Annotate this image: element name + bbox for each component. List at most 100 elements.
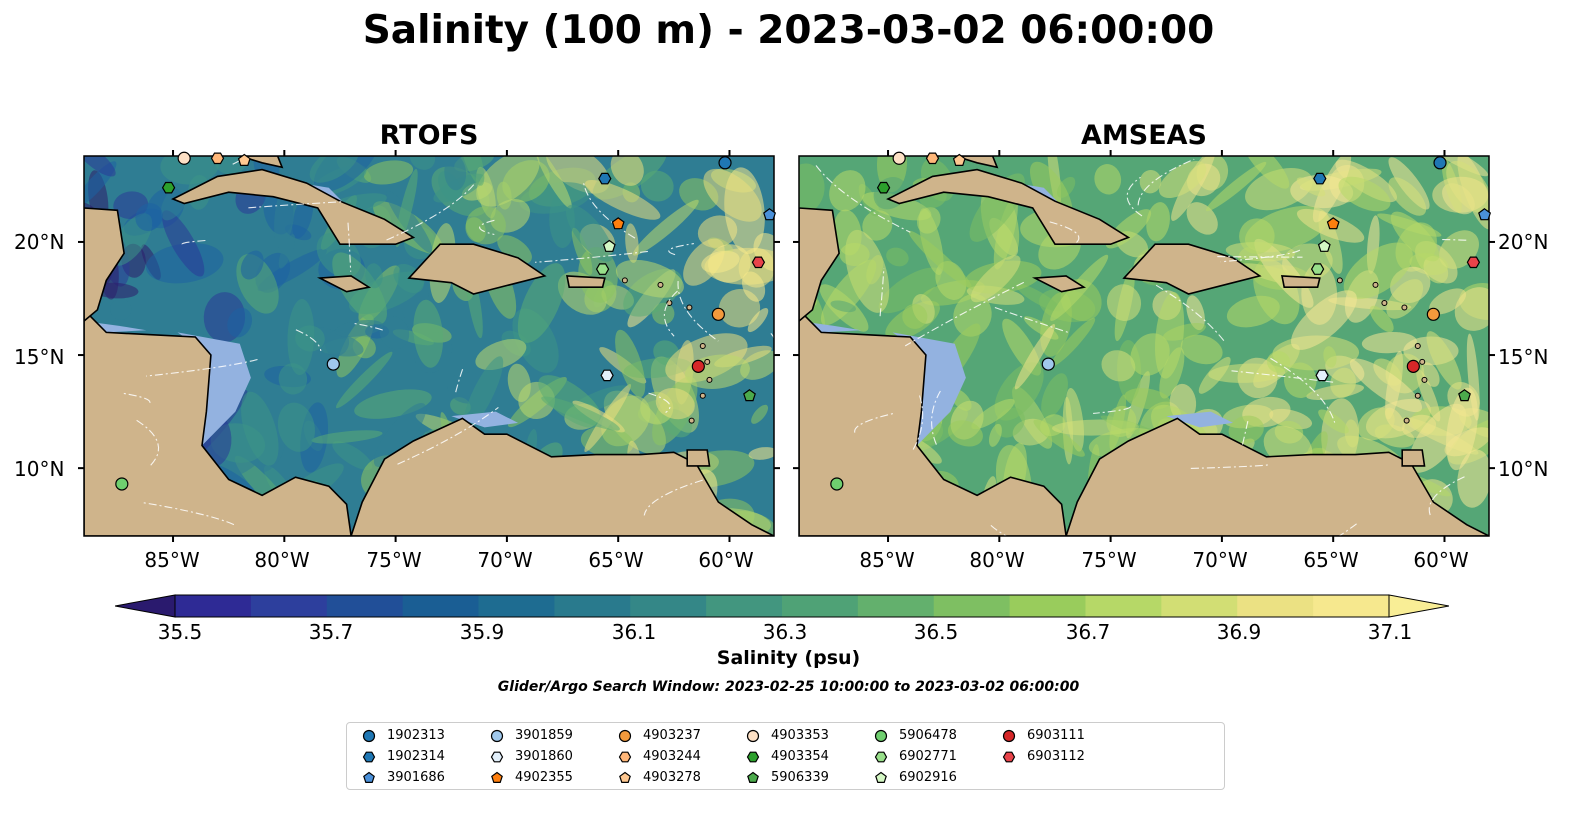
colorbar-segment [857,595,935,617]
colorbar-segment [250,595,328,617]
eez-boundary [295,329,322,352]
eez-boundary [648,392,671,413]
colorbar-segment [402,595,479,617]
eez-boundary [1126,176,1143,217]
salinity-colorbar [114,592,1450,630]
colorbar-tick-label: 35.5 [157,620,203,644]
lon-tick-label-rtofs-65w: 65°W [588,548,644,572]
island [686,304,693,311]
land-mass [1065,417,1489,536]
colorbar-segment [782,595,859,617]
eez-boundary [347,222,352,272]
legend-label: 4903354 [771,749,829,764]
land-mass [1401,449,1426,467]
island [1419,358,1426,365]
float-marker-4902355 [1326,217,1340,230]
eez-boundary [643,479,703,516]
float-marker-1902313 [718,156,732,170]
eez-boundary [1137,158,1195,206]
island [657,281,664,288]
float-marker-4903354 [876,181,891,194]
eez-boundary [146,358,258,377]
float-marker-3901859 [326,357,340,371]
float-marker-6903112 [1466,256,1481,269]
float-marker-6902771 [595,263,610,275]
eez-boundary [770,333,774,352]
map-frame [83,155,775,537]
float-marker-1902314 [1313,172,1327,185]
legend-marker-hexagon [874,751,888,763]
eez-boundary [1046,220,1080,243]
eez-boundary [1220,249,1301,263]
float-marker-4903237 [1426,307,1440,321]
float-marker-3901686 [1478,208,1492,221]
colorbar-frame [174,594,1390,618]
island [1414,343,1421,349]
shallow-shelf-region [799,321,862,333]
float-marker-6903111 [1406,359,1420,373]
float-marker-4903244 [210,152,225,165]
lat-tick-label-left-15n: 15°N [14,345,65,369]
lon-tick-label-amseas-60w: 60°W [1413,548,1469,572]
float-marker-4903244 [925,152,940,165]
eez-boundary [142,501,235,526]
eez-boundary [122,392,151,404]
float-marker-4903237 [711,307,725,321]
eez-boundary [1428,476,1465,519]
island [688,417,695,424]
land-mass [1122,243,1262,295]
eez-boundary [663,290,678,337]
colorbar-label: Salinity (psu) [716,647,861,669]
lon-tick-label-rtofs-85w: 85°W [144,548,200,572]
legend-label: 4903244 [643,749,701,764]
legend-label: 6902771 [899,749,957,764]
eez-boundary [854,412,896,433]
eez-boundary [479,219,495,236]
legend-marker-pentagon [619,771,631,783]
float-marker-4903353 [892,151,906,165]
legend-marker-circle [746,729,760,743]
eez-boundary [385,184,475,242]
eez-boundary [1217,256,1303,258]
lon-tick-label-rtofs-80w: 80°W [254,548,310,572]
legend-marker-pentagon [747,771,759,783]
colorbar-tick-label: 36.5 [913,620,959,644]
eez-boundary [668,243,694,256]
amseas-salinity-map[interactable] [793,150,1495,542]
colorbar-segment [933,595,1011,617]
colorbar-tick-label: 36.7 [1065,620,1111,644]
legend-marker-pentagon [491,771,503,783]
float-marker-5906478 [830,477,844,491]
land-mass [886,168,1131,245]
eez-boundary [879,268,885,317]
legend-label: 4903353 [771,728,829,743]
legend-label: 4903278 [643,770,701,785]
eez-boundary [931,390,941,445]
eez-boundary [1190,464,1269,469]
legend-marker-hexagon [490,751,504,763]
lon-tick-label-amseas-65w: 65°W [1303,548,1359,572]
eez-boundary [248,201,344,209]
float-marker-4902355 [611,217,625,230]
island [1401,304,1408,311]
float-marker-1902313 [1433,156,1447,170]
lon-tick-label-amseas-70w: 70°W [1192,548,1248,572]
colorbar-tick-label: 36.3 [762,620,808,644]
eez-boundary [904,281,1025,347]
colorbar-segment [1085,595,1162,617]
island [621,277,628,284]
land-mass [84,308,352,536]
island [1403,417,1410,424]
colorbar-segment [1237,595,1314,617]
legend-label: 5906339 [771,770,829,785]
eez-boundary [1338,523,1357,536]
lon-tick-label-amseas-75w: 75°W [1081,548,1137,572]
float-marker-4903278 [237,153,251,166]
land-mass [350,417,774,536]
legend-label: 6902916 [899,770,957,785]
rtofs-salinity-map[interactable] [78,150,780,542]
eez-boundary [912,393,924,450]
eez-boundary [181,239,206,245]
legend-marker-pentagon [875,771,887,783]
colorbar-tick-label: 37.1 [1367,620,1413,644]
